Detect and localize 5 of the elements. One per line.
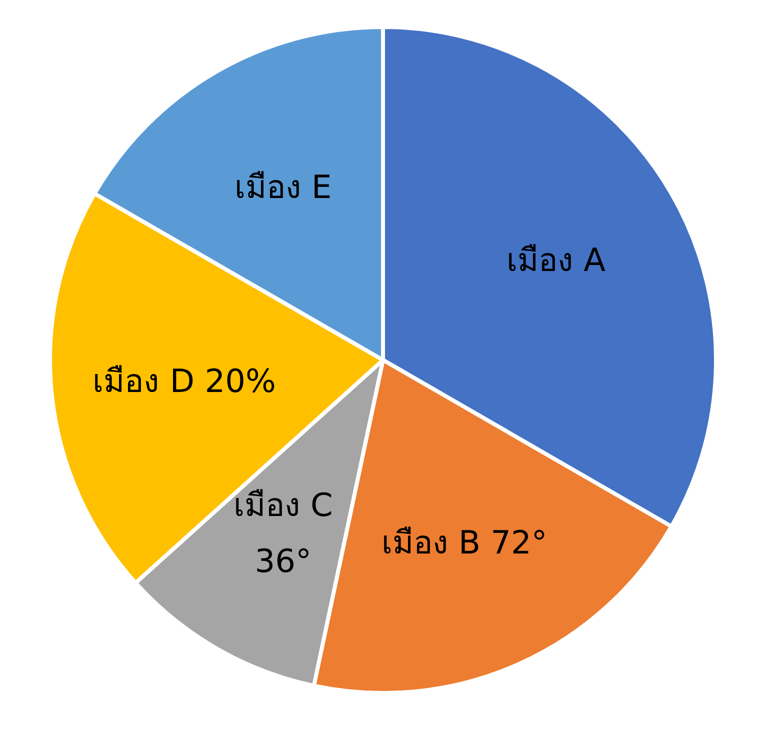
slice-label: เมือง B 72° (381, 524, 548, 562)
slice-label: เมือง C 36° (233, 486, 333, 580)
slice-label: เมือง D 20% (92, 362, 276, 400)
slice-label: เมือง E (234, 168, 332, 206)
slice-label: เมือง A (506, 241, 606, 280)
